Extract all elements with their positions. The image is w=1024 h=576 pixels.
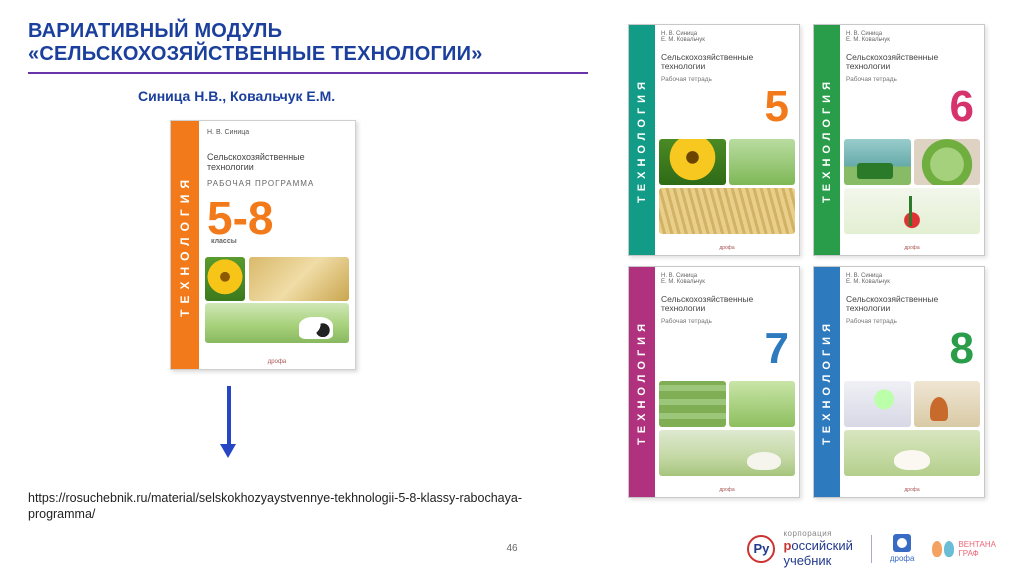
publisher-mark: дрофа xyxy=(719,487,734,493)
resource-url[interactable]: https://rosuchebnik.ru/material/selskokh… xyxy=(28,490,548,523)
wb-grade-number: 8 xyxy=(846,329,978,369)
workbook-spine: ТЕХНОЛОГИЯ xyxy=(629,267,655,497)
workbook-spine: ТЕХНОЛОГИЯ xyxy=(629,25,655,255)
drofa-icon xyxy=(893,534,911,552)
cover-series: Сельскохозяйственные технологии xyxy=(207,152,347,173)
illustration-icon xyxy=(659,430,795,476)
wb-grade-number: 7 xyxy=(661,329,793,369)
wb-author: Н. В. СиницаЕ. М. Ковальчук xyxy=(846,273,978,285)
wb-author: Н. В. СиницаЕ. М. Ковальчук xyxy=(661,31,793,43)
workbook-spine: ТЕХНОЛОГИЯ xyxy=(814,25,840,255)
workbook-body: Н. В. СиницаЕ. М. Ковальчук Сельскохозяй… xyxy=(840,267,984,497)
drofa-label: дрофа xyxy=(890,554,915,563)
wb-illustrations xyxy=(659,139,795,235)
cover-series-l1: Сельскохозяйственные xyxy=(207,152,305,162)
slide: ВАРИАТИВНЫЙ МОДУЛЬ «СЕЛЬСКОХОЗЯЙСТВЕННЫЕ… xyxy=(0,0,1024,576)
butterfly-icon xyxy=(932,539,954,559)
cover-grade-label: классы xyxy=(211,239,347,245)
program-cover-body: Н. В. Синица Сельскохозяйственные технол… xyxy=(199,121,355,369)
wb-author: Н. В. СиницаЕ. М. Ковальчук xyxy=(661,273,793,285)
logo-ru-name: российскийучебник xyxy=(783,538,852,568)
publisher-mark: дрофа xyxy=(268,359,286,365)
illustration-icon xyxy=(844,430,980,476)
workbook-spine: ТЕХНОЛОГИЯ xyxy=(814,267,840,497)
publisher-mark: дрофа xyxy=(904,487,919,493)
wb-author: Н. В. СиницаЕ. М. Ковальчук xyxy=(846,31,978,43)
wb-illustrations xyxy=(844,381,980,477)
illustration-icon xyxy=(659,139,726,185)
footer-logos: Ру корпорация российскийучебник дрофа ВЕ… xyxy=(747,529,996,568)
logo-rosuchebnik: Ру корпорация российскийучебник xyxy=(747,529,852,568)
illustration-icon xyxy=(914,381,981,427)
illustration-icon xyxy=(914,139,981,185)
logo-ventana: ВЕНТАНА ГРАФ xyxy=(932,539,996,559)
workbook-cover: ТЕХНОЛОГИЯ Н. В. СиницаЕ. М. Ковальчук С… xyxy=(628,266,800,498)
logo-separator xyxy=(871,535,872,563)
illustration-icon xyxy=(844,139,911,185)
page-number: 46 xyxy=(506,543,517,554)
workbook-cover: ТЕХНОЛОГИЯ Н. В. СиницаЕ. М. Ковальчук С… xyxy=(628,24,800,256)
cover-series-l2: технологии xyxy=(207,162,254,172)
footer: 46 Ру корпорация российскийучебник дрофа… xyxy=(0,529,1024,568)
wb-series: Сельскохозяйственныетехнологии xyxy=(661,295,793,314)
illustration-icon xyxy=(729,139,796,185)
cover-grade: 5-8 классы xyxy=(207,198,347,246)
cover-author: Н. В. Синица xyxy=(207,129,347,136)
illustration-icon xyxy=(659,381,726,427)
spine-label: ТЕХНОЛОГИЯ xyxy=(821,319,833,445)
main-area: ТЕХНОЛОГИЯ Н. В. Синица Сельскохозяйстве… xyxy=(28,120,588,370)
cover-illustrations xyxy=(199,257,355,347)
illustration-icon xyxy=(844,188,980,234)
illustration-icon xyxy=(729,381,796,427)
wb-series: Сельскохозяйственныетехнологии xyxy=(846,295,978,314)
title-underline xyxy=(28,72,588,74)
spine-label: ТЕХНОЛОГИЯ xyxy=(636,77,648,203)
ventana-label: ВЕНТАНА ГРАФ xyxy=(958,540,996,558)
publisher-mark: дрофа xyxy=(904,245,919,251)
workbook-body: Н. В. СиницаЕ. М. Ковальчук Сельскохозяй… xyxy=(655,25,799,255)
cover-subtitle: РАБОЧАЯ ПРОГРАММА xyxy=(207,179,347,188)
wb-illustrations xyxy=(844,139,980,235)
wb-series: Сельскохозяйственныетехнологии xyxy=(846,53,978,72)
program-cover-spine: ТЕХНОЛОГИЯ xyxy=(171,121,199,369)
workbook-grid: ТЕХНОЛОГИЯ Н. В. СиницаЕ. М. Ковальчук С… xyxy=(628,24,988,498)
sunflower-icon xyxy=(205,257,245,301)
cover-grade-num: 5-8 xyxy=(207,192,273,244)
wb-series: Сельскохозяйственныетехнологии xyxy=(661,53,793,72)
spine-label: ТЕХНОЛОГИЯ xyxy=(636,319,648,445)
spine-label: ТЕХНОЛОГИЯ xyxy=(178,174,192,317)
logo-ru-text: корпорация российскийучебник xyxy=(783,529,852,568)
logo-drofa: дрофа xyxy=(890,534,915,563)
cow-icon xyxy=(205,303,349,343)
wheat-icon xyxy=(249,257,349,301)
spine-label: ТЕХНОЛОГИЯ xyxy=(821,77,833,203)
logo-ru-badge-icon: Ру xyxy=(747,535,775,563)
wb-grade-number: 5 xyxy=(661,87,793,127)
illustration-icon xyxy=(659,188,795,234)
logo-ru-small: корпорация xyxy=(783,529,852,538)
workbook-body: Н. В. СиницаЕ. М. Ковальчук Сельскохозяй… xyxy=(840,25,984,255)
workbook-cover: ТЕХНОЛОГИЯ Н. В. СиницаЕ. М. Ковальчук С… xyxy=(813,24,985,256)
wb-illustrations xyxy=(659,381,795,477)
illustration-icon xyxy=(844,381,911,427)
program-cover: ТЕХНОЛОГИЯ Н. В. Синица Сельскохозяйстве… xyxy=(170,120,356,370)
arrow-down-icon xyxy=(226,386,232,456)
workbook-cover: ТЕХНОЛОГИЯ Н. В. СиницаЕ. М. Ковальчук С… xyxy=(813,266,985,498)
wb-grade-number: 6 xyxy=(846,87,978,127)
publisher-mark: дрофа xyxy=(719,245,734,251)
workbook-body: Н. В. СиницаЕ. М. Ковальчук Сельскохозяй… xyxy=(655,267,799,497)
